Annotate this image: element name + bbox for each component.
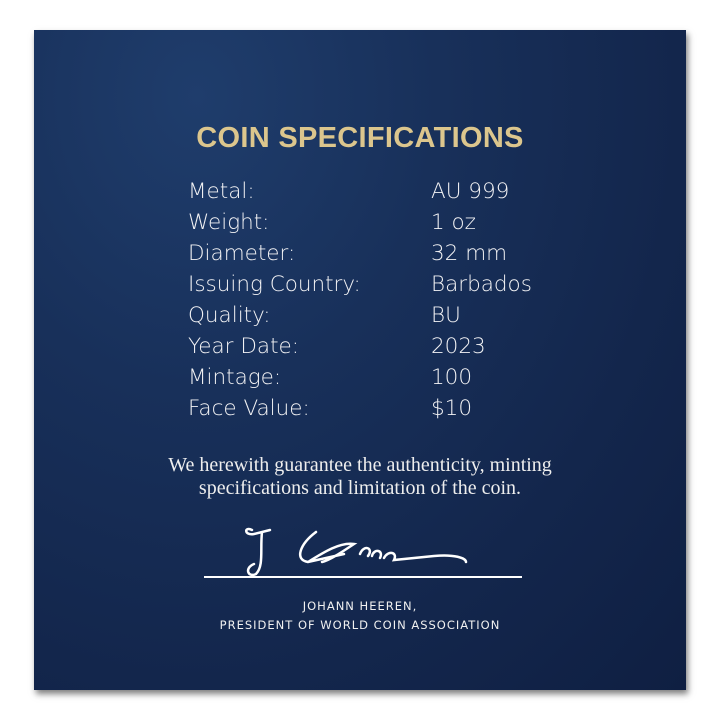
spec-label: Issuing Country: bbox=[188, 272, 361, 297]
spec-value: Barbados bbox=[431, 272, 532, 297]
signature-image bbox=[245, 527, 468, 577]
signatory-block: JOHANN HEEREN, PRESIDENT OF WORLD COIN A… bbox=[34, 597, 686, 635]
certificate-card: COIN SPECIFICATIONS Metal: AU 999 Weight:… bbox=[34, 30, 686, 690]
spec-value: $10 bbox=[431, 396, 473, 421]
spec-row-diameter: Diameter: 32 mm bbox=[188, 238, 532, 269]
spec-row-country: Issuing Country: Barbados bbox=[188, 269, 532, 300]
spec-label: Year Date: bbox=[188, 334, 299, 359]
guarantee-line-1: We herewith guarantee the authenticity, … bbox=[168, 454, 552, 476]
certificate-title: COIN SPECIFICATIONS bbox=[196, 122, 524, 154]
spec-label: Diameter: bbox=[188, 241, 296, 266]
spec-row-face-value: Face Value: $10 bbox=[188, 393, 532, 424]
spec-row-weight: Weight: 1 oz bbox=[188, 207, 532, 238]
spec-value: 2023 bbox=[431, 334, 486, 359]
signatory-title: PRESIDENT OF WORLD COIN ASSOCIATION bbox=[219, 618, 501, 632]
guarantee-text: We herewith guarantee the authenticity, … bbox=[34, 454, 686, 500]
spec-value: AU 999 bbox=[431, 179, 510, 204]
spec-value: BU bbox=[431, 303, 461, 328]
spec-row-metal: Metal: AU 999 bbox=[188, 176, 532, 207]
guarantee-line-2: specifications and limitation of the coi… bbox=[198, 477, 522, 499]
spec-value: 32 mm bbox=[431, 241, 508, 266]
spec-value: 1 oz bbox=[431, 210, 476, 235]
spec-row-quality: Quality: BU bbox=[188, 300, 532, 331]
spec-row-year: Year Date: 2023 bbox=[188, 331, 532, 362]
spec-list: Metal: AU 999 Weight: 1 oz Diameter: 32 mm … bbox=[188, 176, 532, 424]
spec-label: Quality: bbox=[188, 303, 271, 328]
spec-row-mintage: Mintage: 100 bbox=[188, 362, 532, 393]
spec-label: Metal: bbox=[188, 179, 255, 204]
spec-value: 100 bbox=[431, 365, 473, 390]
spec-label: Weight: bbox=[188, 210, 270, 235]
signature-line bbox=[204, 576, 522, 578]
spec-label: Face Value: bbox=[188, 396, 310, 421]
spec-label: Mintage: bbox=[188, 365, 282, 390]
signatory-name: JOHANN HEEREN, bbox=[302, 599, 418, 613]
